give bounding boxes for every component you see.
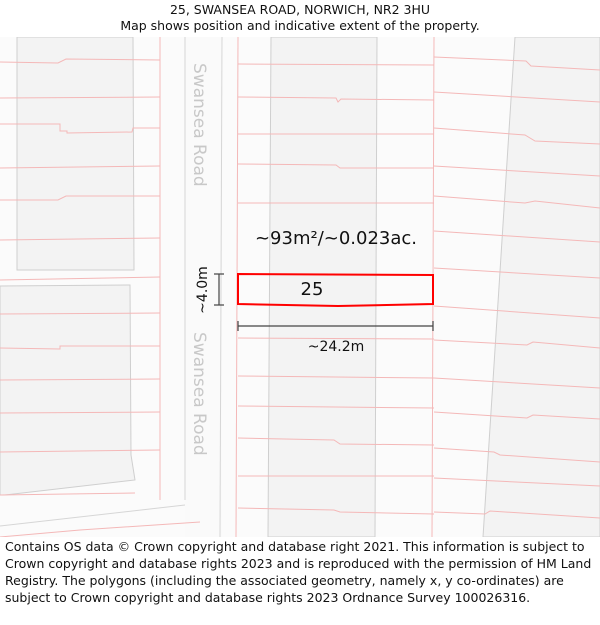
- parcel-lines-middle: [235, 37, 435, 537]
- property-boundary[interactable]: [237, 272, 434, 308]
- road-label-south: Swansea Road: [189, 332, 209, 456]
- plot-number: 25: [301, 279, 324, 300]
- buildings: [0, 37, 600, 537]
- height-dimension-label: ~4.0m: [195, 266, 211, 314]
- map-subtitle: Map shows position and indicative extent…: [120, 18, 480, 33]
- road: [0, 37, 223, 537]
- map-header: 25, SWANSEA ROAD, NORWICH, NR2 3HU Map s…: [0, 0, 600, 34]
- parcel-lines-right: [433, 56, 600, 519]
- width-dimension-label: ~24.2m: [308, 339, 365, 355]
- height-dimension: [214, 273, 224, 306]
- width-dimension: [237, 321, 434, 331]
- area-label: ~93m²/~0.023ac.: [255, 228, 417, 249]
- parcel-lines-left: [0, 37, 201, 537]
- property-address: 25, SWANSEA ROAD, NORWICH, NR2 3HU: [169, 2, 431, 17]
- attribution-text: Contains OS data © Crown copyright and d…: [5, 539, 592, 605]
- road-label-north: Swansea Road: [189, 63, 209, 187]
- property-map[interactable]: Swansea Road Swansea Road ~93m²/~0.023ac…: [0, 37, 600, 537]
